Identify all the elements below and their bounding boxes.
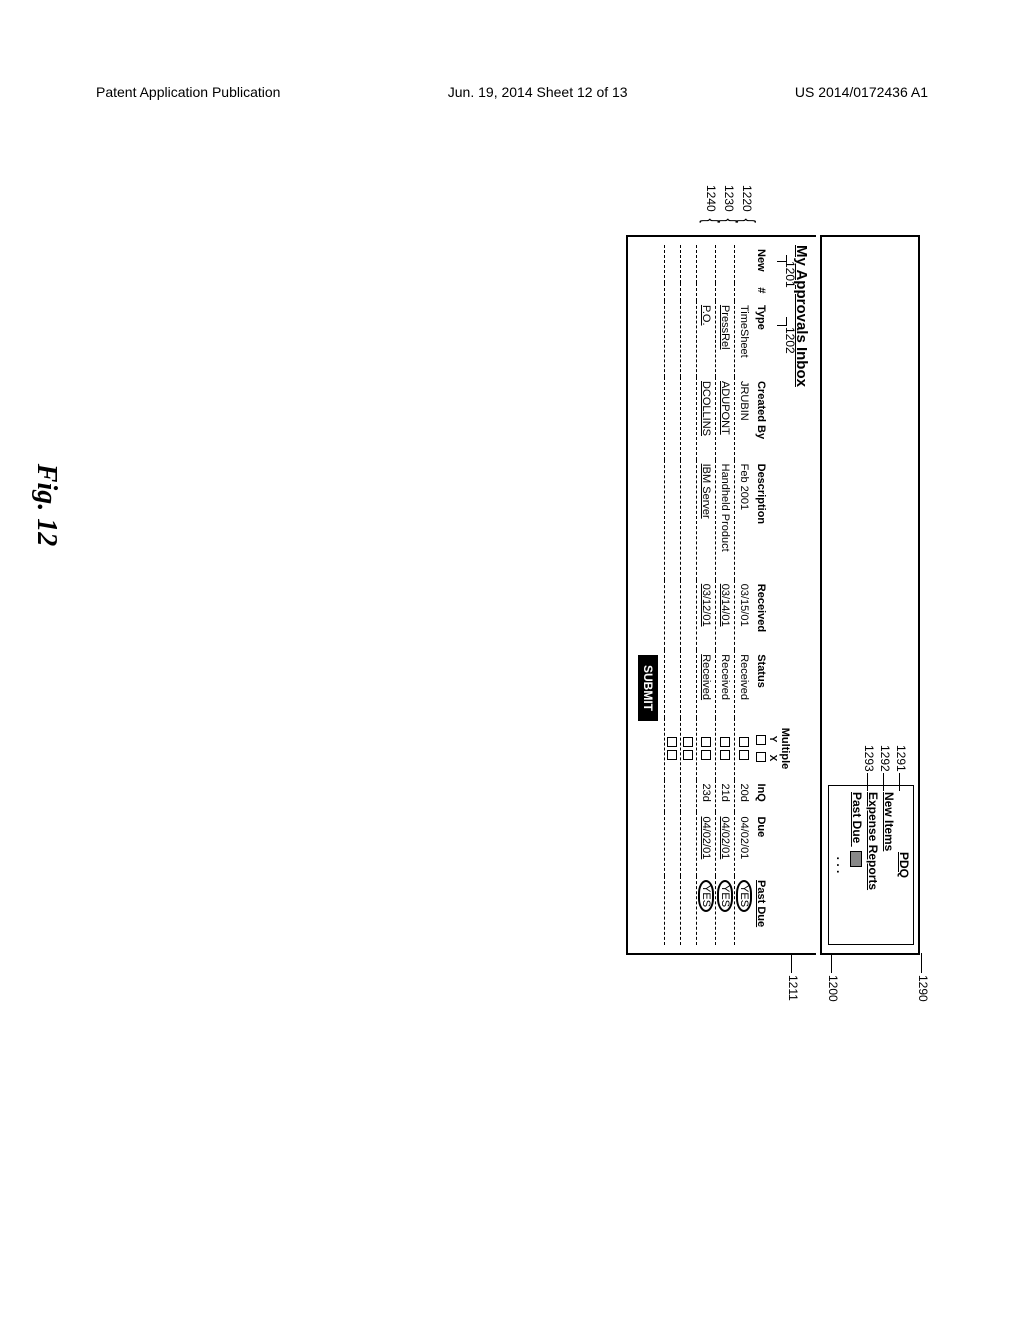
ref-1293: 1293 [862,745,876,772]
chk-x[interactable] [667,750,677,760]
table-row: PressRel ADUPONT Handheld Product 03/14/… [716,245,735,945]
content-area: My Approvals Inbox 1201 1202 New # Type [626,235,816,955]
cell-past: YES [736,880,752,912]
col-received: Received [753,580,793,650]
cell-past: YES [698,880,714,912]
header-left: Patent Application Publication [96,84,280,100]
col-status: Status [753,650,793,717]
ref-1240: 1240 [704,185,718,212]
chk-y[interactable] [739,737,749,747]
page-header: Patent Application Publication Jun. 19, … [0,84,1024,100]
cell-type: TimeSheet [738,305,750,358]
pdq-more: . . . [834,792,848,938]
hdr-chk-x[interactable] [756,752,766,762]
chk-y[interactable] [667,737,677,747]
ui-frame: PDQ New Items Expense Reports Past Due .… [580,235,920,955]
table-row: TimeSheet JRUBIN Feb 2001 03/15/01 Recei… [735,245,754,945]
col-pastdue-label: Past Due [755,880,767,927]
pdq-pastdue-label: Past Due [850,792,864,843]
cell-inq: 23d [700,784,712,802]
chk-y[interactable] [683,737,693,747]
chk-x[interactable] [701,750,711,760]
hdr-chk-y[interactable] [756,735,766,745]
col-mult-y: Y [767,736,778,743]
pdq-item-expense[interactable]: Expense Reports [865,792,881,938]
chk-y[interactable] [701,737,711,747]
table-row: P.O. DCOLLINS IBM Server 03/12/01 Receiv… [697,245,716,945]
cell-createdby[interactable]: ADUPONT [719,381,731,435]
table-row-blank [665,245,681,945]
cell-due: 04/02/01 [719,816,731,859]
ref-1292: 1292 [878,745,892,772]
chk-x[interactable] [739,750,749,760]
ref-1201: 1201 [783,261,797,288]
header-right: US 2014/0172436 A1 [795,84,928,100]
cell-status: Received [700,654,712,700]
chk-x[interactable] [720,750,730,760]
col-multiple-label: Multiple [779,722,791,776]
col-pastdue: Past Due [753,876,793,945]
ref-1290: 1290 [916,975,930,1002]
figure-caption: Fig. 12 [30,155,62,855]
pdq-box: PDQ New Items Expense Reports Past Due .… [828,785,914,945]
cell-inq: 21d [719,784,731,802]
approvals-table: New # Type Created By Description Receiv… [664,245,793,945]
pdq-title: PDQ [897,792,911,938]
ref-1202: 1202 [783,327,797,354]
submit-button[interactable]: SUBMIT [638,655,658,721]
cell-type[interactable]: P.O. [700,305,712,326]
brace-icon: { [700,218,722,222]
cell-inq: 20d [738,784,750,802]
col-description: Description [753,460,793,580]
cell-status: Received [738,654,750,700]
col-due: Due [753,812,793,876]
cell-recv: 03/14/01 [719,584,731,627]
ref-1291: 1291 [894,745,908,772]
col-multiple: Multiple Y X [753,718,793,780]
ref-1211: 1211 [786,975,800,1001]
col-inq: InQ [753,780,793,813]
cell-createdby: JRUBIN [738,381,750,421]
cell-past: YES [717,880,733,912]
pdq-item-new[interactable]: New Items [881,792,897,938]
cell-desc: Feb 2001 [738,464,750,510]
cell-createdby[interactable]: DCOLLINS [700,381,712,436]
printer-icon [850,851,862,867]
pdq-item-pastdue[interactable]: Past Due [848,792,864,938]
cell-type[interactable]: PressRel [719,305,731,350]
cell-status: Received [719,654,731,700]
toolbar-area: PDQ New Items Expense Reports Past Due .… [820,235,920,955]
cell-desc: Handheld Product [719,464,731,552]
cell-recv: 03/12/01 [700,584,712,627]
cell-desc: IBM Server [700,464,712,519]
ref-1230: 1230 [722,185,736,212]
chk-y[interactable] [720,737,730,747]
chk-x[interactable] [683,750,693,760]
table-body: TimeSheet JRUBIN Feb 2001 03/15/01 Recei… [665,245,754,945]
cell-due: 04/02/01 [738,816,750,859]
table-row-blank [681,245,697,945]
col-mult-x: X [767,755,778,762]
header-center: Jun. 19, 2014 Sheet 12 of 13 [448,84,628,100]
col-createdby: Created By [753,377,793,460]
ref-1220: 1220 [740,185,754,212]
cell-recv: 03/15/01 [738,584,750,627]
cell-due: 04/02/01 [700,816,712,859]
figure-wrap: PDQ New Items Expense Reports Past Due .… [90,155,930,855]
figure-rotated: PDQ New Items Expense Reports Past Due .… [90,155,930,855]
ref-1200: 1200 [826,975,840,1002]
